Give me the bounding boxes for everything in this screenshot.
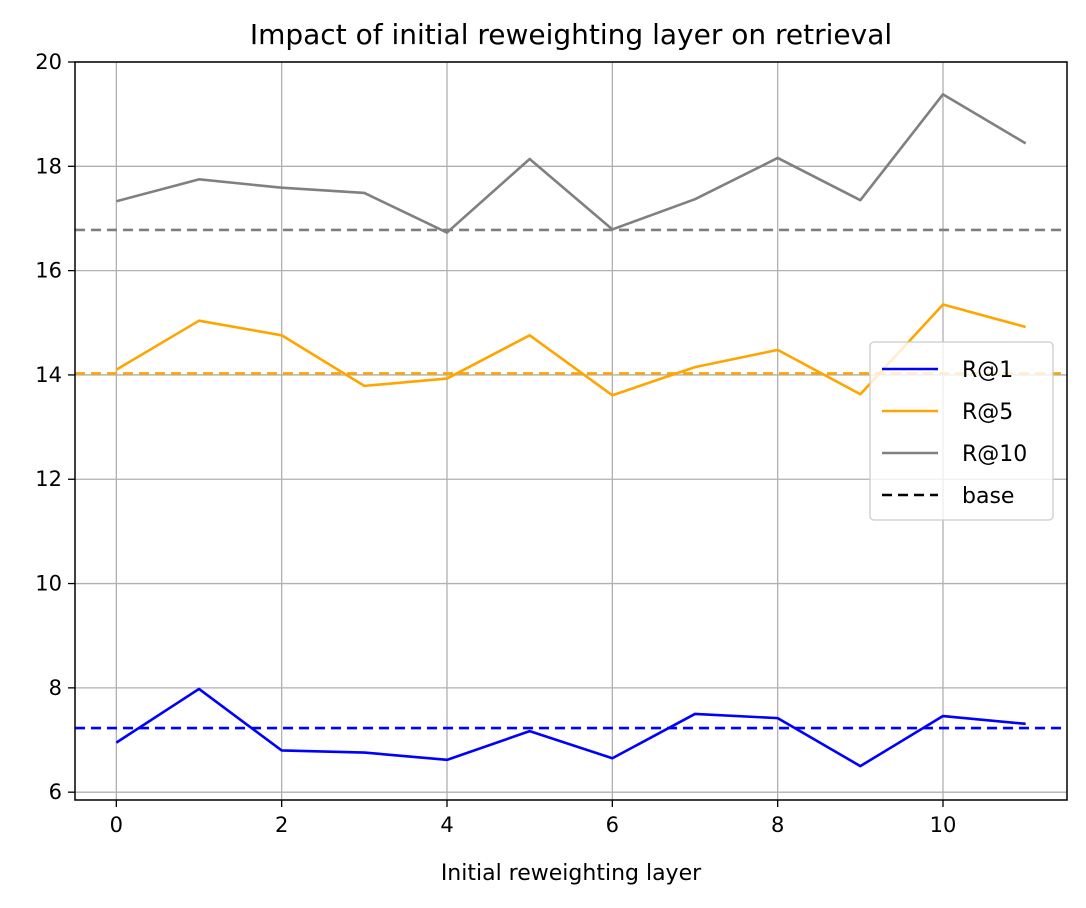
legend-label-r-at-5: R@5	[962, 400, 1013, 425]
y-tick-label-1: 8	[49, 676, 62, 700]
y-tick-label-7: 20	[35, 50, 62, 74]
x-axis-label: Initial reweighting layer	[441, 861, 702, 886]
series-line-r-at-10	[116, 93, 1027, 234]
legend-label-r-at-10: R@10	[962, 442, 1027, 467]
y-axis-ticks: 6 8 10 12 14 16 18 20	[35, 50, 75, 804]
y-tick-label-3: 12	[35, 467, 62, 491]
x-tick-label-5: 10	[930, 813, 957, 837]
legend-label-r-at-1: R@1	[962, 358, 1013, 383]
y-tick-label-0: 6	[49, 780, 62, 804]
y-tick-label-5: 16	[35, 259, 62, 283]
legend-box	[869, 341, 1054, 521]
x-axis-ticks: 0 2 4 6 8 10	[110, 800, 957, 837]
y-tick-label-2: 10	[35, 572, 62, 596]
y-tick-label-4: 14	[35, 363, 62, 387]
x-tick-label-0: 0	[110, 813, 123, 837]
series-line-r-at-1	[115, 687, 1026, 768]
chart-title: Impact of initial reweighting layer on r…	[250, 18, 892, 51]
x-tick-label-3: 6	[606, 813, 619, 837]
y-tick-label-6: 18	[35, 154, 62, 178]
x-tick-label-1: 2	[275, 813, 288, 837]
plot-frame	[74, 61, 1068, 801]
x-tick-label-4: 8	[771, 813, 784, 837]
legend: R@1 R@5 R@10 base	[869, 341, 1054, 521]
baseline-lines	[75, 228, 1067, 730]
legend-label-base: base	[962, 484, 1014, 509]
x-tick-label-2: 4	[440, 813, 453, 837]
